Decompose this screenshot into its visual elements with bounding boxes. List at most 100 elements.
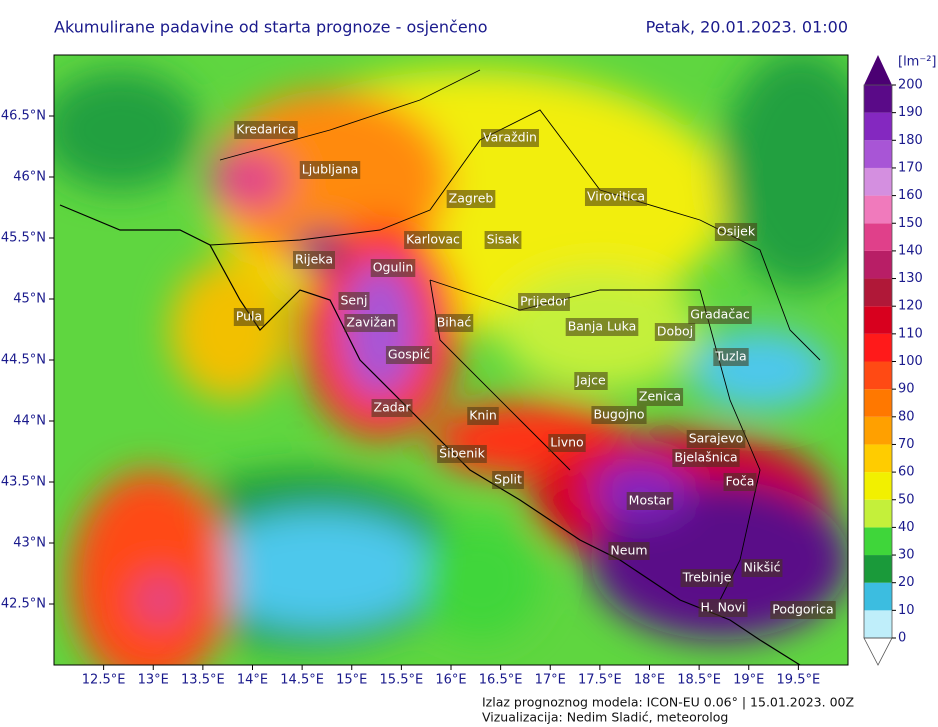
city-name: Foča [726, 474, 755, 489]
colorbar-segment [864, 306, 892, 334]
city-label-box [741, 559, 783, 577]
city-label-box [299, 161, 361, 179]
city-label: Osijek [714, 223, 758, 241]
city-label: Zavižan [344, 314, 398, 332]
city-label: Karlovac [404, 231, 462, 249]
city-label: Varaždin [481, 129, 539, 147]
colorbar-tick-label: 140 [898, 243, 923, 258]
city-label: Virovitica [584, 188, 648, 206]
city-name: Zenica [639, 389, 681, 404]
colorbar-extend-bottom [863, 637, 893, 666]
city-label-box [714, 223, 758, 241]
city-label-box [233, 308, 265, 326]
city-name: Sarajevo [689, 431, 744, 446]
city-label-box [234, 121, 298, 139]
city-name: Livno [550, 435, 583, 450]
colorbar-tick-label: 200 [898, 78, 923, 93]
colorbar-segment [864, 167, 892, 196]
footer-line: Izlaz prognoznog modela: ICON-EU 0.06° |… [482, 695, 854, 710]
city-name: Senj [340, 293, 367, 308]
colorbar-segment [864, 112, 892, 141]
city-label: H. Novi [698, 599, 748, 617]
colorbar-segment [864, 610, 892, 638]
city-label: Podgorica [770, 601, 836, 619]
city-name: Pula [236, 309, 262, 324]
y-tick-label: 43.5°N [1, 475, 46, 490]
colorbar-segment [864, 444, 892, 473]
city-name: Bihać [437, 315, 472, 330]
city-label-box [574, 372, 608, 390]
city-label: Livno [548, 434, 586, 452]
colorbar-segment [864, 250, 892, 279]
city-label-box [608, 542, 650, 560]
city-label-box [698, 599, 748, 617]
city-label-box [467, 407, 499, 425]
x-tick-label: 13°E [138, 673, 169, 688]
city-label: Nikšić [741, 559, 783, 577]
colorbar-segment [864, 555, 892, 583]
city-label-box [370, 259, 416, 277]
x-tick-label: 12.5°E [82, 673, 126, 688]
x-tick-label: 19.5°E [777, 673, 821, 688]
city-label: Sarajevo [686, 430, 746, 448]
city-label: Kredarica [234, 121, 298, 139]
colorbar-tick-label: 150 [898, 216, 923, 231]
colorbar-label: [lm⁻²] [898, 55, 937, 70]
city-name: Banja Luka [568, 319, 637, 334]
city-label-box [672, 449, 740, 467]
city-name: Tuzla [714, 349, 746, 364]
city-name: Karlovac [406, 232, 460, 247]
city-name: Neum [610, 543, 647, 558]
colorbar-segment [864, 195, 892, 224]
city-label-box [481, 129, 539, 147]
x-tick-label: 19°E [733, 673, 764, 688]
colorbar-tick-label: 100 [898, 354, 923, 369]
city-label: Neum [608, 542, 650, 560]
x-tick-label: 18°E [634, 673, 665, 688]
city-label: Gradačac [688, 306, 752, 324]
colorbar-tick-label: 10 [898, 603, 915, 618]
city-name: Bugojno [593, 407, 644, 422]
city-label-box [626, 492, 674, 510]
x-tick-label: 18.5°E [677, 673, 721, 688]
precip-field [54, 55, 848, 665]
city-label: Mostar [626, 492, 674, 510]
colorbar-segment [864, 361, 892, 390]
city-name: Mostar [629, 493, 673, 508]
colorbar-tick-label: 110 [898, 326, 923, 341]
city-name: Trebinje [682, 570, 732, 585]
city-label-box [437, 445, 487, 463]
city-label: Bjelašnica [672, 449, 740, 467]
y-tick-label: 43°N [13, 536, 46, 551]
city-name: Ljubljana [302, 162, 358, 177]
colorbar-segment [864, 527, 892, 556]
x-tick-label: 14.5°E [280, 673, 324, 688]
city-name: Virovitica [587, 189, 645, 204]
colorbar-tick-label: 80 [898, 409, 915, 424]
x-tick-label: 13.5°E [181, 673, 225, 688]
city-label: Sisak [484, 231, 522, 249]
city-label: Jajce [574, 372, 608, 390]
city-label: Šibenik [437, 445, 487, 463]
city-name: Prijedor [520, 294, 569, 309]
city-label-box [584, 188, 648, 206]
city-label: Bugojno [591, 406, 647, 424]
y-tick-label: 45.5°N [1, 231, 46, 246]
city-label-box [591, 406, 647, 424]
colorbar-tick-label: 40 [898, 520, 915, 535]
x-tick-label: 16.5°E [479, 673, 523, 688]
city-label-box [713, 348, 749, 366]
city-label: Knin [467, 407, 499, 425]
city-label-box [688, 306, 752, 324]
x-tick-label: 15.5°E [380, 673, 424, 688]
colorbar-segment [864, 278, 892, 307]
city-name: Podgorica [772, 602, 833, 617]
colorbar-tick-label: 190 [898, 105, 923, 120]
city-label-box [770, 601, 836, 619]
city-label: Split [492, 471, 524, 489]
city-label: Ljubljana [299, 161, 361, 179]
city-label-box [404, 231, 462, 249]
footer-line: Vizualizacija: Nedim Sladić, meteorolog [482, 710, 728, 725]
city-name: Split [494, 472, 522, 487]
colorbar-segment [864, 140, 892, 168]
